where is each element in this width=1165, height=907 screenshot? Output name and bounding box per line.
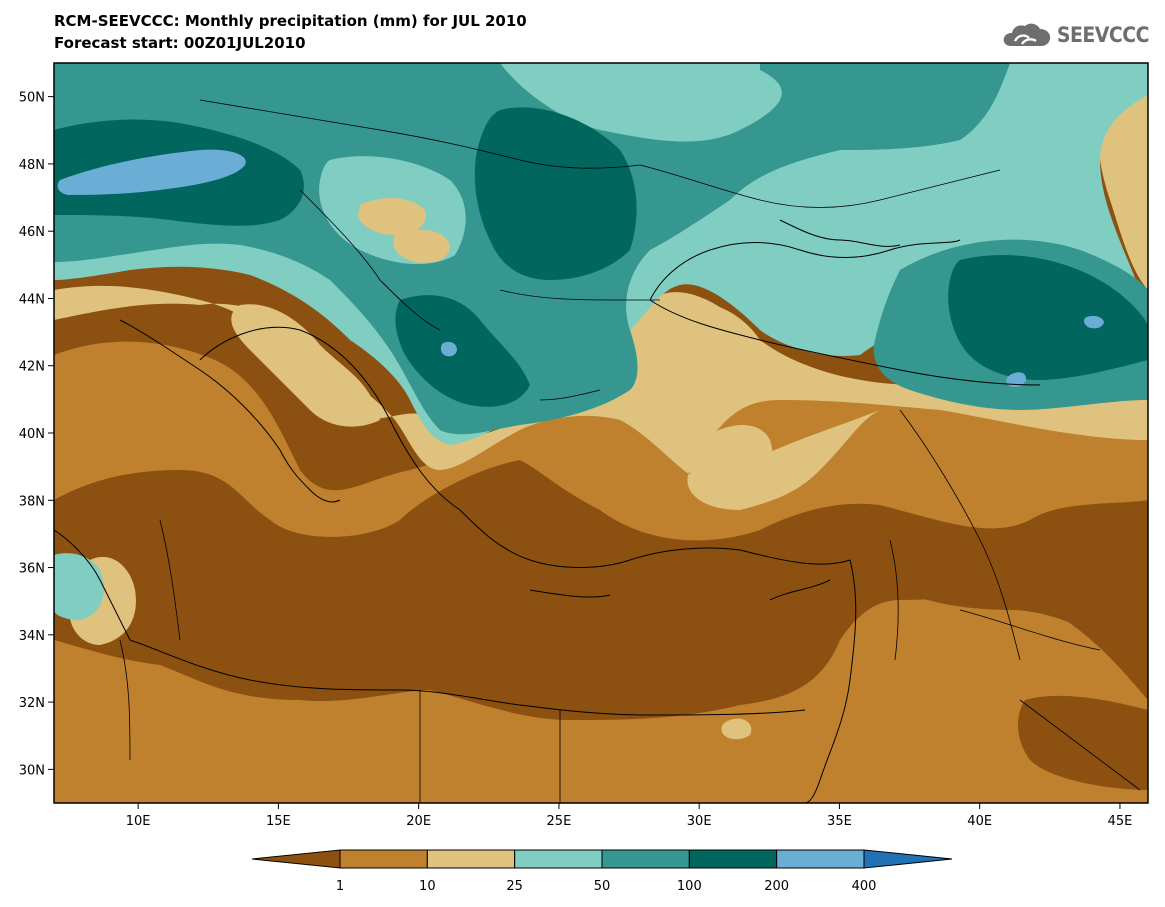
precip-dry-arabia [1018,695,1148,790]
colorbar-segment [776,849,865,869]
lat-tick-label: 42N [19,360,45,375]
precipitation-field [54,63,1148,803]
colorbar-level-label: 100 [677,879,702,894]
lon-tick-label: 40E [967,814,992,829]
colorbar-segment [426,849,516,869]
borders [119,99,1141,803]
precip-band-south-1-10 [54,597,1148,803]
precip-band-sinai-10-25 [721,718,752,740]
precip-band-anatolia-10-25 [689,425,773,500]
precip-band-sahara-1-10 [54,720,450,803]
logo-text: SEEVCCC [1056,23,1150,47]
colorbar-level-label: 10 [419,879,436,894]
precip-band-carpathians-100-200 [474,107,637,280]
colorbar-level-label: 200 [764,879,789,894]
lon-tick-label: 30E [687,814,712,829]
colorbar-level-label: 25 [506,879,523,894]
map-title: RCM-SEEVCCC: Monthly precipitation (mm) … [54,12,527,30]
colorbar-level-label: 400 [852,879,877,894]
precip-band-croatia-10-25 [393,229,450,263]
lat-tick-label: 36N [19,562,45,577]
precip-band-georgia-100-200 [948,255,1148,380]
lon-tick-label: 25E [547,814,572,829]
lon-tick-label: 20E [406,814,431,829]
seevccc-logo: SEEVCCC [1001,20,1150,50]
forecast-start-subtitle: Forecast start: 00Z01JUL2010 [54,34,306,52]
colorbar: 1 10 25 50 100 200 400 [251,849,953,894]
colorbar-segment [339,849,428,869]
precip-dry-syria [876,520,1148,650]
lon-tick-label: 45E [1108,814,1133,829]
precip-band-montenegro-200-400 [440,341,457,357]
latitude-axis: 50N 48N 46N 44N 42N 40N 38N 36N 34N 32N 30N [19,91,54,778]
colorbar-level-label: 50 [594,879,611,894]
coastlines [54,219,1041,803]
colorbar-segment-low [251,849,341,869]
lat-tick-label: 38N [19,494,45,509]
precip-band-caucasus-200-400 [1084,315,1104,329]
lon-tick-label: 10E [126,814,151,829]
lat-tick-label: 50N [19,91,45,106]
colorbar-segment-high [863,849,953,869]
precip-band-serbia-100-200 [395,295,530,407]
precip-band-thrace-10-25 [640,301,763,400]
lon-tick-label: 35E [827,814,852,829]
lat-tick-label: 44N [19,292,45,307]
lat-tick-label: 30N [19,763,45,778]
precip-band-italy-10-25 [231,304,380,427]
precip-band-tunisia-25-50 [54,553,104,620]
precip-band-volga-10-25 [1098,75,1148,290]
lat-tick-label: 32N [19,696,45,711]
cloud-logo-icon [1003,23,1051,46]
lat-tick-label: 48N [19,158,45,173]
lat-tick-label: 34N [19,629,45,644]
colorbar-segment [688,849,778,869]
colorbar-segment [601,849,690,869]
lat-tick-label: 40N [19,427,45,442]
precip-band-armenia-200-400 [1006,372,1027,388]
precip-band-pannonia-10-25 [358,198,426,235]
colorbar-segment [514,849,603,869]
longitude-axis: 10E 15E 20E 25E 30E 35E 40E 45E [126,803,1133,829]
lat-tick-label: 46N [19,225,45,240]
lon-tick-label: 15E [266,814,291,829]
colorbar-level-label: 1 [336,879,344,894]
precip-band-alps-200-400 [57,149,246,195]
